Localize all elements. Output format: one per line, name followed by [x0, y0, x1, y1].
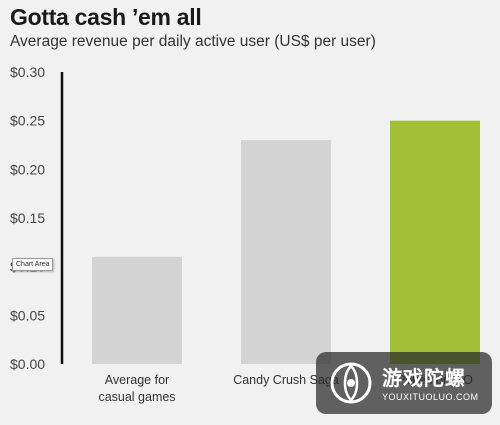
- chart-subtitle: Average revenue per daily active user (U…: [10, 33, 376, 50]
- bars: [92, 120, 480, 365]
- category-label-line: casual games: [98, 390, 175, 404]
- category-label-line: Average for: [105, 373, 169, 387]
- watermark-url: YOUXITUOLUO.COM: [382, 392, 479, 402]
- y-tick-label: $0.30: [10, 64, 45, 80]
- category-label-line: Candy Crush Saga: [233, 373, 339, 387]
- chart-area-tooltip: Chart Area: [12, 258, 54, 271]
- category-label: Average for casual games: [98, 373, 175, 404]
- spinning-top-logo-icon: [330, 362, 372, 404]
- y-tick-label: $0.15: [10, 210, 45, 226]
- watermark: 游戏陀螺 YOUXITUOLUO.COM: [316, 352, 492, 414]
- y-tick-label: $0.00: [10, 356, 45, 372]
- bar: [241, 140, 331, 364]
- y-tick-label: $0.05: [10, 307, 45, 323]
- bar: [390, 120, 480, 365]
- y-axis: $0.00$0.05$0.10$0.15$0.20$0.25$0.30: [10, 64, 64, 372]
- watermark-name: 游戏陀螺: [382, 366, 466, 390]
- bar: [92, 256, 182, 364]
- category-label: Candy Crush Saga: [233, 373, 339, 387]
- chart-title: Gotta cash ’em all: [10, 4, 202, 30]
- y-tick-label: $0.25: [10, 113, 45, 129]
- y-tick-label: $0.20: [10, 161, 45, 177]
